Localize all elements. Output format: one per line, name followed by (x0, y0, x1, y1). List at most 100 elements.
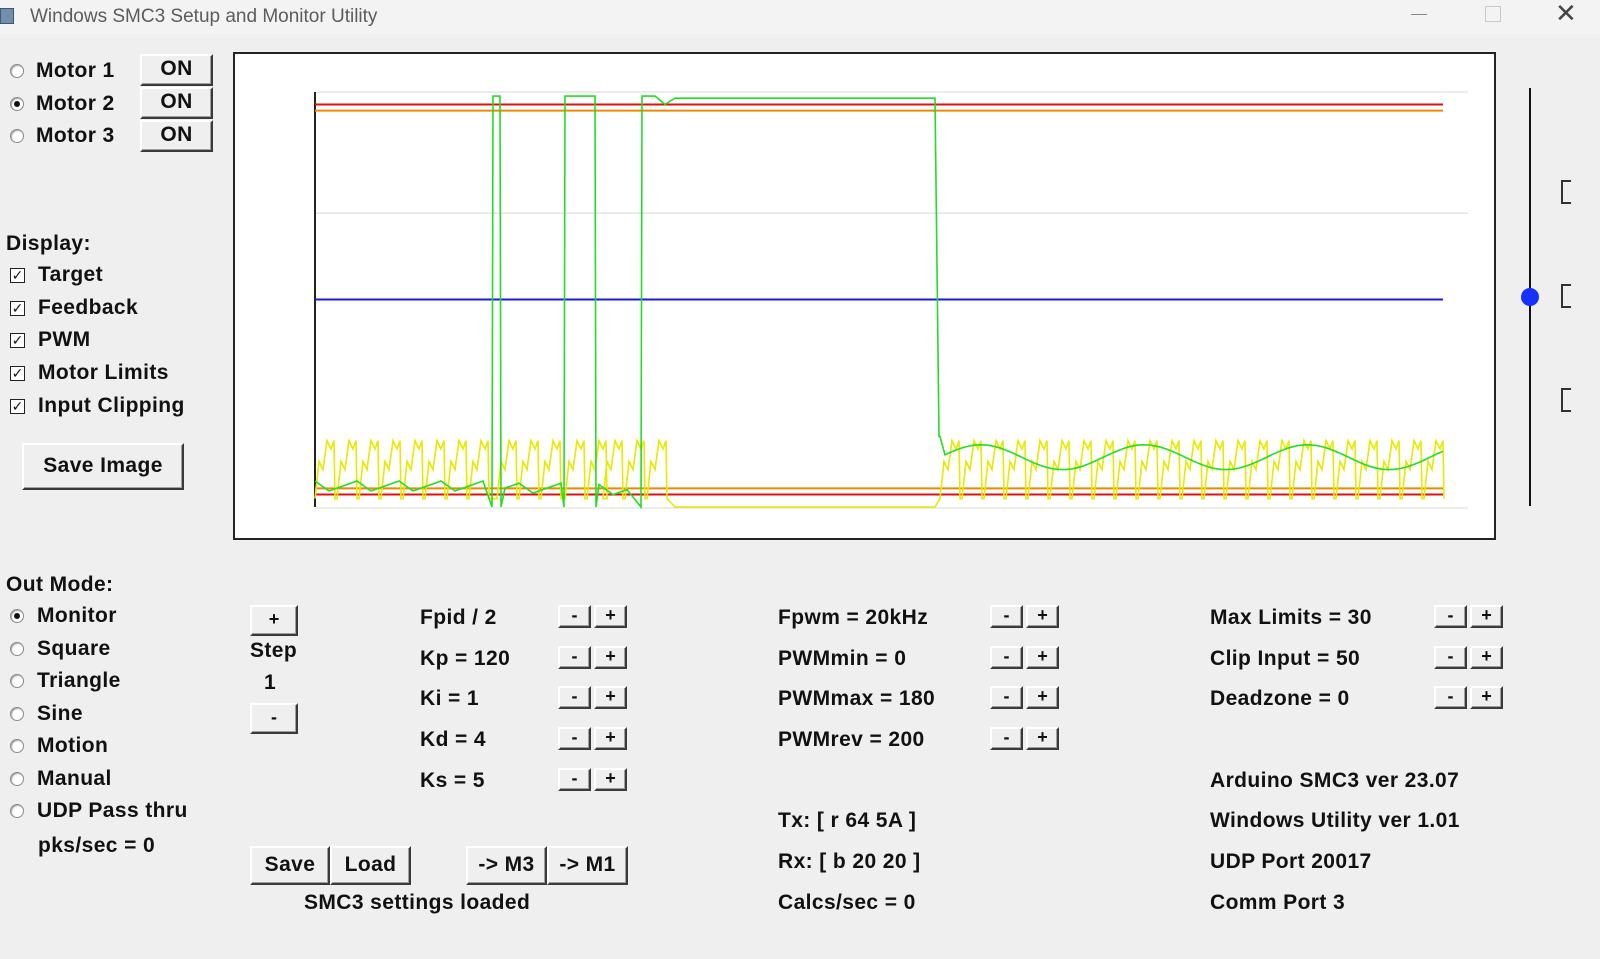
step-plus-button[interactable]: + (250, 605, 298, 636)
clip-input-plus-button[interactable]: + (1470, 646, 1503, 669)
mode-monitor-radio[interactable] (10, 609, 24, 623)
maximize-icon[interactable] (1485, 6, 1501, 22)
motor2-on-button[interactable]: ON (140, 87, 213, 119)
load-button[interactable]: Load (330, 846, 411, 885)
pwmmin-label: PWMmin = 0 (778, 647, 907, 670)
monitor-chart (314, 91, 1468, 510)
mode-triangle-label: Triangle (37, 669, 121, 692)
app-icon (0, 8, 14, 24)
mode-square-label: Square (37, 637, 111, 660)
max-limits-minus-button[interactable]: - (1434, 605, 1467, 628)
motor-limits-checkbox[interactable]: ✓ (10, 365, 25, 381)
fpwm-label: Fpwm = 20kHz (778, 606, 929, 629)
fpwm-plus-button[interactable]: + (1026, 605, 1059, 628)
clip-input-label: Clip Input = 50 (1210, 647, 1361, 670)
step-minus-button[interactable]: - (250, 703, 298, 734)
plot-area (233, 52, 1496, 540)
ki-plus-button[interactable]: + (594, 686, 627, 709)
kp-label: Kp = 120 (420, 647, 511, 670)
step-label: Step (250, 639, 298, 662)
ki-label: Ki = 1 (420, 687, 480, 710)
slider-mark-bottom (1561, 388, 1571, 412)
pwmmin-plus-button[interactable]: + (1026, 646, 1059, 669)
deadzone-plus-button[interactable]: + (1470, 686, 1503, 709)
utility-version: Windows Utility ver 1.01 (1210, 809, 1460, 832)
tx-value: Tx: [ r 64 5A ] (778, 809, 917, 832)
mode-motion-label: Motion (37, 734, 109, 757)
max-limits-label: Max Limits = 30 (1210, 606, 1372, 629)
motor-limits-label: Motor Limits (38, 361, 169, 384)
kd-label: Kd = 4 (420, 728, 487, 751)
mode-triangle-radio[interactable] (10, 674, 24, 688)
close-icon[interactable]: ✕ (1555, 0, 1577, 28)
slider-mark-top (1561, 180, 1571, 204)
window-title: Windows SMC3 Setup and Monitor Utility (30, 6, 378, 27)
fpid-label: Fpid / 2 (420, 606, 497, 629)
ks-plus-button[interactable]: + (594, 768, 627, 791)
motor2-label: Motor 2 (36, 92, 115, 115)
motor3-on-button[interactable]: ON (140, 120, 213, 152)
max-limits-plus-button[interactable]: + (1470, 605, 1503, 628)
comm-port: Comm Port 3 (1210, 891, 1346, 914)
pwmmax-label: PWMmax = 180 (778, 687, 936, 710)
mode-manual-label: Manual (37, 767, 112, 790)
kd-plus-button[interactable]: + (594, 727, 627, 750)
pwmrev-plus-button[interactable]: + (1026, 727, 1059, 750)
clip-input-minus-button[interactable]: - (1434, 646, 1467, 669)
motor3-radio[interactable] (10, 129, 24, 143)
deadzone-minus-button[interactable]: - (1434, 686, 1467, 709)
mode-square-radio[interactable] (10, 642, 24, 656)
pwmmax-plus-button[interactable]: + (1026, 686, 1059, 709)
motor1-on-button[interactable]: ON (140, 54, 213, 86)
calcs-sec-value: Calcs/sec = 0 (778, 891, 916, 914)
kp-plus-button[interactable]: + (594, 646, 627, 669)
kd-minus-button[interactable]: - (558, 727, 591, 750)
feedback-checkbox[interactable]: ✓ (10, 300, 25, 316)
copy-to-m1-button[interactable]: -> M1 (547, 846, 628, 885)
target-label: Target (38, 263, 104, 286)
minimize-icon[interactable] (1407, 4, 1431, 24)
copy-to-m3-button[interactable]: -> M3 (466, 846, 547, 885)
mode-sine-label: Sine (37, 702, 83, 725)
pks-sec-value: pks/sec = 0 (38, 834, 156, 857)
position-slider-knob[interactable] (1521, 288, 1539, 306)
pwm-label: PWM (38, 328, 91, 351)
deadzone-label: Deadzone = 0 (1210, 687, 1350, 710)
fpid-plus-button[interactable]: + (594, 605, 627, 628)
motor1-radio[interactable] (10, 64, 24, 78)
title-bar (0, 0, 1600, 34)
feedback-series (314, 95, 1444, 510)
mode-udp-radio[interactable] (10, 804, 24, 818)
motor1-label: Motor 1 (36, 59, 115, 82)
slider-mark-mid (1561, 284, 1571, 308)
mode-sine-radio[interactable] (10, 707, 24, 721)
save-button[interactable]: Save (250, 846, 330, 885)
save-image-button[interactable]: Save Image (22, 443, 184, 490)
mode-udp-label: UDP Pass thru (37, 799, 188, 822)
ki-minus-button[interactable]: - (558, 686, 591, 709)
pwmrev-minus-button[interactable]: - (990, 727, 1023, 750)
motor2-radio[interactable] (10, 97, 24, 111)
ks-minus-button[interactable]: - (558, 768, 591, 791)
mode-manual-radio[interactable] (10, 772, 24, 786)
ks-label: Ks = 5 (420, 769, 485, 792)
fpwm-minus-button[interactable]: - (990, 605, 1023, 628)
kp-minus-button[interactable]: - (558, 646, 591, 669)
target-checkbox[interactable]: ✓ (10, 267, 25, 283)
feedback-label: Feedback (38, 296, 139, 319)
motor3-label: Motor 3 (36, 124, 115, 147)
fpid-minus-button[interactable]: - (558, 605, 591, 628)
settings-status: SMC3 settings loaded (304, 891, 531, 914)
pwm-series (314, 437, 1445, 508)
pwmrev-label: PWMrev = 200 (778, 728, 925, 751)
input-clipping-checkbox[interactable]: ✓ (10, 398, 25, 414)
display-heading: Display: (6, 232, 91, 255)
pwmmax-minus-button[interactable]: - (990, 686, 1023, 709)
pwm-checkbox[interactable]: ✓ (10, 332, 25, 348)
mode-monitor-label: Monitor (37, 604, 117, 627)
mode-motion-radio[interactable] (10, 739, 24, 753)
pwmmin-minus-button[interactable]: - (990, 646, 1023, 669)
input-clipping-label: Input Clipping (38, 394, 185, 417)
rx-value: Rx: [ b 20 20 ] (778, 850, 921, 873)
out-mode-heading: Out Mode: (6, 573, 114, 596)
